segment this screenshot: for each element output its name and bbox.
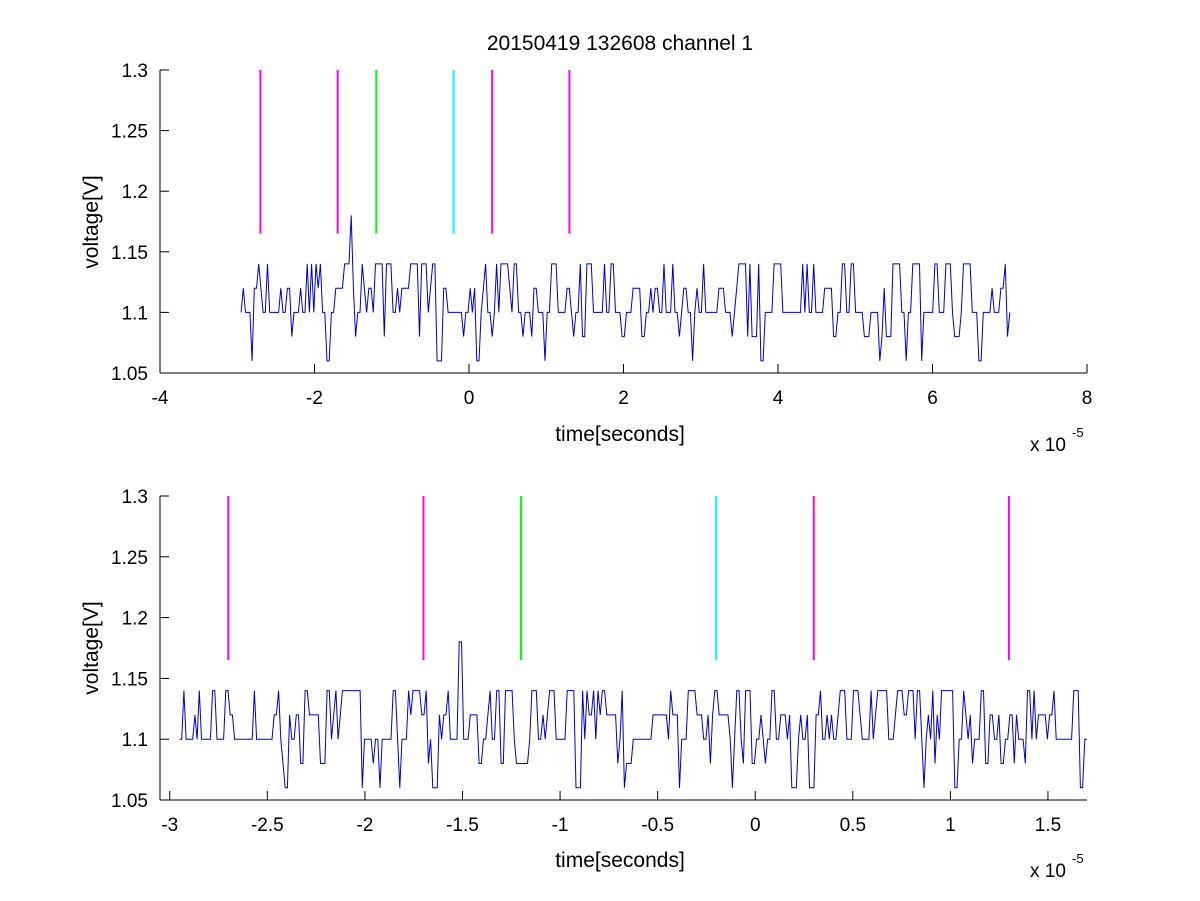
x-tick-label: -1.5: [446, 815, 479, 836]
bottom-subplot-axes: [159, 496, 1087, 801]
y-tick-label: 1.2: [122, 182, 148, 203]
y-tick-label: 1.3: [122, 61, 148, 82]
top-subplot-ticks: -4 -2 0 2 4 6 8 1.05 1.1 1.15 1.2 1.25 1.3: [111, 61, 1092, 409]
x-tick-label: 0: [464, 388, 475, 409]
top-x-exponent-base: x 10: [1030, 435, 1066, 456]
x-tick-label: 4: [773, 388, 784, 409]
x-tick-label: -2: [306, 388, 323, 409]
x-tick-label: -3: [161, 815, 178, 836]
bottom-x-exponent-power: -5: [1072, 851, 1084, 866]
x-tick-label: -1: [552, 815, 569, 836]
bottom-x-exponent-base: x 10: [1030, 861, 1066, 882]
y-tick-label: 1.1: [122, 730, 148, 751]
x-tick-label: 8: [1082, 388, 1093, 409]
y-tick-label: 1.1: [122, 303, 148, 324]
top-x-axis-title: time[seconds]: [555, 423, 685, 446]
top-subplot-marks: [240, 70, 1011, 362]
bottom-x-axis-title: time[seconds]: [555, 849, 685, 872]
y-tick-label: 1.15: [111, 243, 148, 264]
y-tick-label: 1.25: [111, 548, 148, 569]
x-tick-label: 0: [750, 815, 761, 836]
bottom-subplot-ticks: -3 -2.5 -2 -1.5 -1 -0.5 0 0.5 1 1.5 1.05 1.1 1.15 1.2…: [111, 487, 1061, 836]
x-tick-label: -2.5: [251, 815, 284, 836]
y-tick-label: 1.2: [122, 609, 148, 630]
x-tick-label: 6: [927, 388, 938, 409]
top-subplot: -4 -2 0 2 4 6 8 1.05 1.1 1.15 1.2 1.25 1.3 20150419 …: [80, 32, 1092, 456]
y-tick-label: 1.05: [111, 791, 148, 812]
x-tick-label: -0.5: [641, 815, 674, 836]
x-tick-label: -2: [356, 815, 373, 836]
chart-title: 20150419 132608 channel 1: [487, 32, 753, 55]
x-tick-label: 1.5: [1035, 815, 1061, 836]
x-tick-label: -4: [152, 388, 169, 409]
y-tick-label: 1.3: [122, 487, 148, 508]
bottom-subplot-marks: [179, 496, 1087, 789]
bottom-y-axis-title: voltage[V]: [80, 601, 103, 694]
voltage-trace: [179, 641, 1087, 789]
x-tick-label: 2: [618, 388, 629, 409]
voltage-trace: [240, 215, 1011, 362]
bottom-subplot: -3 -2.5 -2 -1.5 -1 -0.5 0 0.5 1 1.5 1.05 1.1 1.15 1.2…: [80, 487, 1087, 882]
top-x-exponent-power: -5: [1072, 425, 1084, 440]
y-tick-label: 1.15: [111, 669, 148, 690]
y-tick-label: 1.05: [111, 364, 148, 385]
y-tick-label: 1.25: [111, 122, 148, 143]
x-tick-label: 1: [945, 815, 956, 836]
top-y-axis-title: voltage[V]: [80, 175, 103, 268]
x-tick-label: 0.5: [840, 815, 866, 836]
